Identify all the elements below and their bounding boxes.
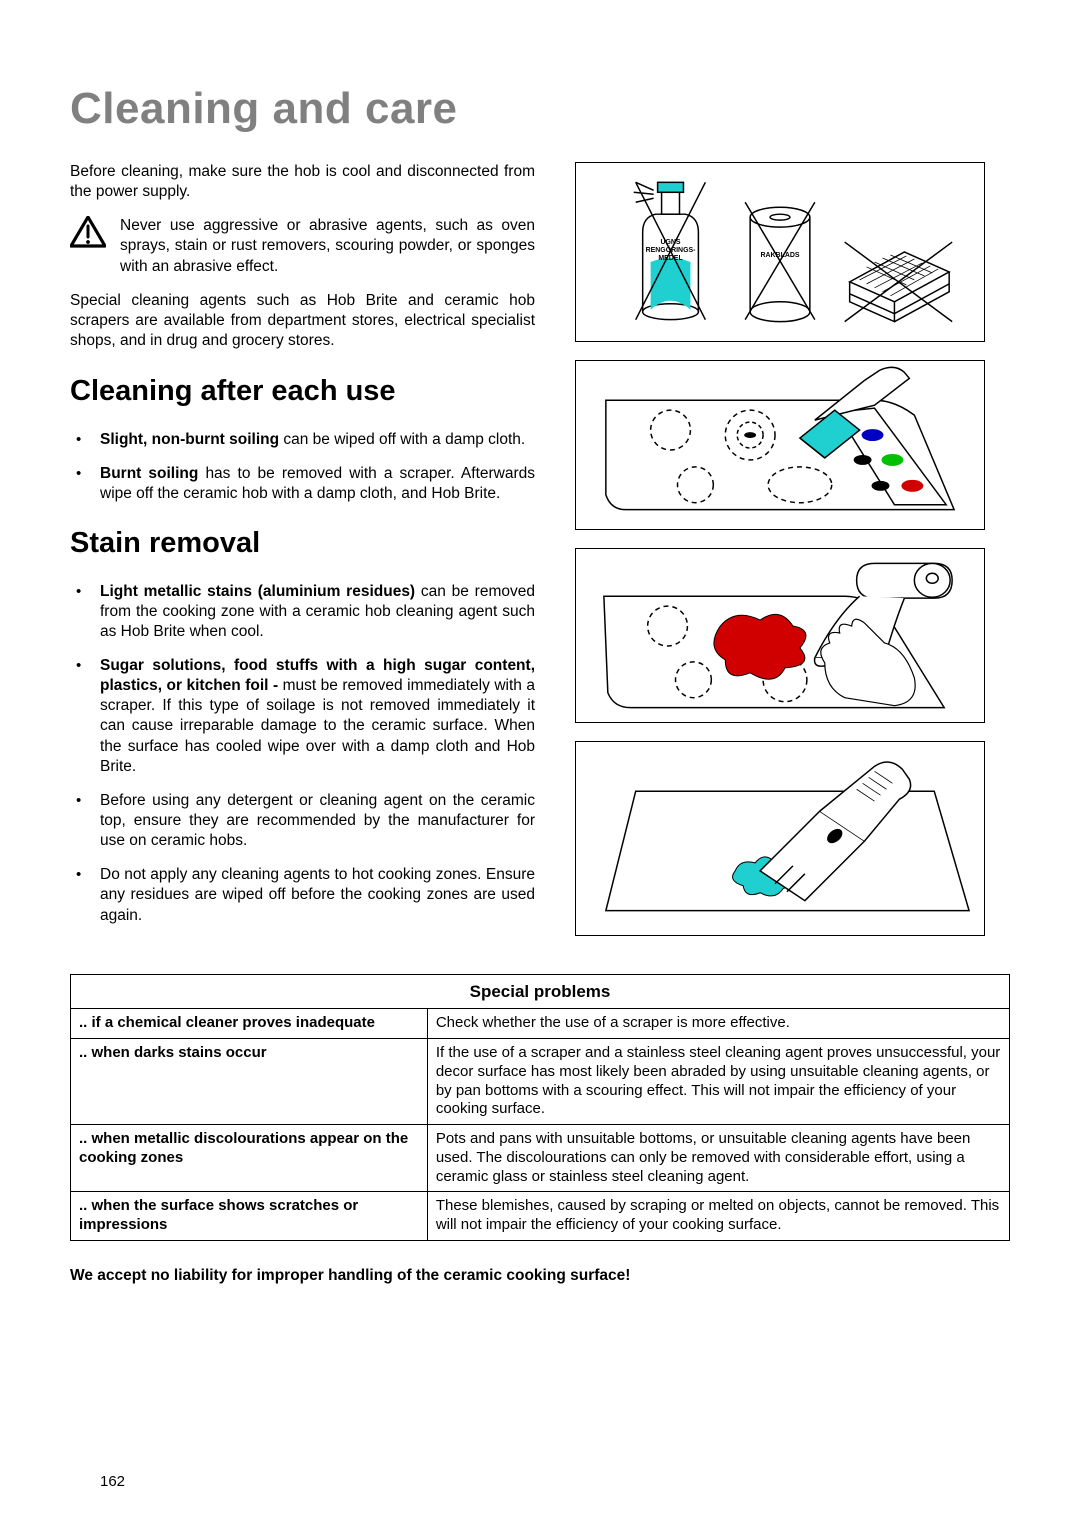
warning-block: Never use aggressive or abrasive agents,… <box>70 216 535 276</box>
right-column: UGNS RENGÖRINGS- MEDEL RAKBLADS <box>575 162 1010 954</box>
list-item-rest: can be wiped off with a damp cloth. <box>279 431 525 448</box>
bottle-label: MEDEL <box>658 255 683 262</box>
list-item: Slight, non-burnt soiling can be wiped o… <box>70 430 535 450</box>
left-column: Before cleaning, make sure the hob is co… <box>70 162 535 954</box>
list-item-bold: Light metallic stains (aluminium residue… <box>100 583 415 600</box>
list-cleaning: Slight, non-burnt soiling can be wiped o… <box>70 430 535 504</box>
page-title: Cleaning and care <box>70 84 1010 134</box>
list-item-bold: Slight, non-burnt soiling <box>100 431 279 448</box>
table-row: .. when darks stains occur If the use of… <box>71 1039 1010 1125</box>
table-cell-solution: Pots and pans with unsuitable bottoms, o… <box>427 1125 1009 1192</box>
intro-text: Before cleaning, make sure the hob is co… <box>70 162 535 202</box>
table-cell-problem: .. if a chemical cleaner proves inadequa… <box>71 1009 428 1039</box>
liability-notice: We accept no liability for improper hand… <box>70 1267 1010 1285</box>
list-stain: Light metallic stains (aluminium residue… <box>70 582 535 926</box>
illustration-agents: UGNS RENGÖRINGS- MEDEL RAKBLADS <box>575 162 985 342</box>
bottle-label: RAKBLADS <box>760 252 799 259</box>
table-row: .. when the surface shows scratches or i… <box>71 1192 1010 1241</box>
list-item: Light metallic stains (aluminium residue… <box>70 582 535 642</box>
warning-text: Never use aggressive or abrasive agents,… <box>120 216 535 276</box>
paragraph-agents: Special cleaning agents such as Hob Brit… <box>70 291 535 351</box>
table-cell-problem: .. when the surface shows scratches or i… <box>71 1192 428 1241</box>
list-item: Before using any detergent or cleaning a… <box>70 791 535 851</box>
illustration-wipe <box>575 548 985 723</box>
list-item-rest: Before using any detergent or cleaning a… <box>100 792 535 849</box>
illustration-scraper-flat <box>575 741 985 936</box>
table-cell-solution: These blemishes, caused by scraping or m… <box>427 1192 1009 1241</box>
special-problems-table: Special problems .. if a chemical cleane… <box>70 974 1010 1241</box>
bottle-label: UGNS <box>660 239 680 246</box>
list-item-bold: Burnt soiling <box>100 465 198 482</box>
table-header: Special problems <box>71 975 1010 1009</box>
table-cell-problem: .. when darks stains occur <box>71 1039 428 1125</box>
content-columns: Before cleaning, make sure the hob is co… <box>70 162 1010 954</box>
list-item: Sugar solutions, food stuffs with a high… <box>70 656 535 777</box>
table-row: .. when metallic discolourations appear … <box>71 1125 1010 1192</box>
table-cell-solution: Check whether the use of a scraper is mo… <box>427 1009 1009 1039</box>
list-item: Do not apply any cleaning agents to hot … <box>70 865 535 925</box>
page-number: 162 <box>100 1473 125 1490</box>
table-row: .. if a chemical cleaner proves inadequa… <box>71 1009 1010 1039</box>
list-item-rest: Do not apply any cleaning agents to hot … <box>100 866 535 923</box>
heading-cleaning: Cleaning after each use <box>70 375 535 408</box>
warning-icon <box>70 216 106 248</box>
heading-stain: Stain removal <box>70 527 535 560</box>
table-cell-solution: If the use of a scraper and a stainless … <box>427 1039 1009 1125</box>
list-item: Burnt soiling has to be removed with a s… <box>70 464 535 504</box>
table-cell-problem: .. when metallic discolourations appear … <box>71 1125 428 1192</box>
illustration-scraper <box>575 360 985 530</box>
